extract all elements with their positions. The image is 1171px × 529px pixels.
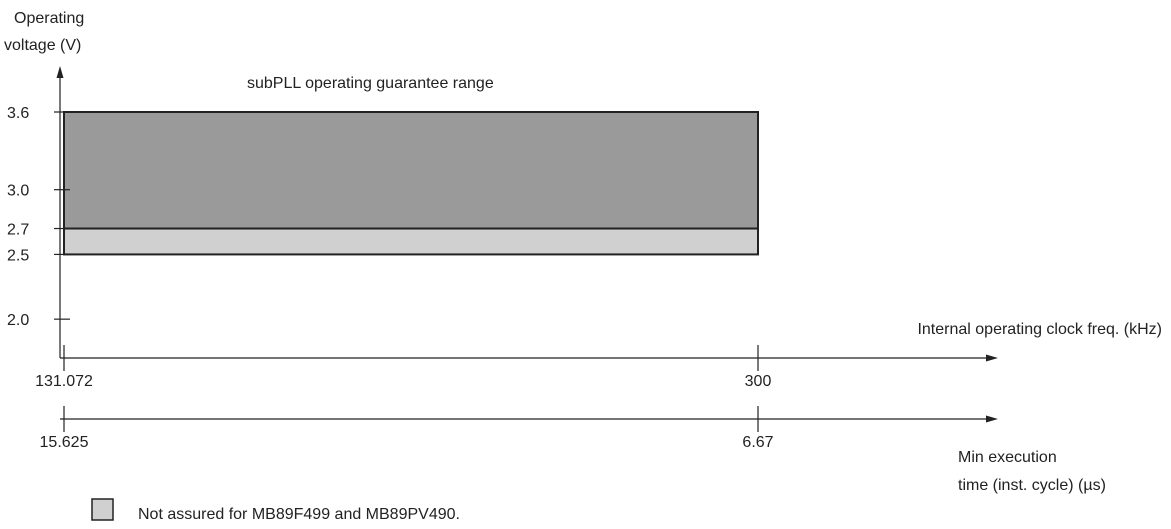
y-tick-label: 2.7 bbox=[7, 222, 29, 239]
x2-tick-label: 15.625 bbox=[40, 434, 89, 451]
x-axis-arrow bbox=[986, 354, 998, 362]
y-tick-label: 3.0 bbox=[7, 183, 29, 200]
y-tick-label: 3.6 bbox=[7, 105, 29, 122]
legend-swatch bbox=[91, 498, 114, 521]
x-tick-label: 131.072 bbox=[35, 373, 93, 390]
y-axis-arrow bbox=[56, 66, 64, 78]
range-region-0 bbox=[63, 111, 759, 230]
chart-title: subPLL operating guarantee range bbox=[247, 75, 494, 92]
legend-label: Not assured for MB89F499 and MB89PV490. bbox=[138, 506, 460, 523]
x2-axis-arrow bbox=[986, 415, 998, 423]
range-region-1 bbox=[63, 227, 759, 256]
x2-axis-label-line1: Min execution bbox=[958, 449, 1057, 466]
x2-axis-label-line2: time (inst. cycle) (µs) bbox=[958, 477, 1106, 494]
y-tick-label: 2.5 bbox=[7, 247, 29, 264]
y-tick-label: 2.0 bbox=[7, 312, 29, 329]
y-axis-label-line1: Operating bbox=[14, 10, 84, 27]
x-axis-label: Internal operating clock freq. (kHz) bbox=[917, 321, 1162, 338]
x2-tick-label: 6.67 bbox=[742, 434, 773, 451]
x-tick-label: 300 bbox=[745, 373, 772, 390]
y-axis-label-line2: voltage (V) bbox=[4, 37, 81, 54]
